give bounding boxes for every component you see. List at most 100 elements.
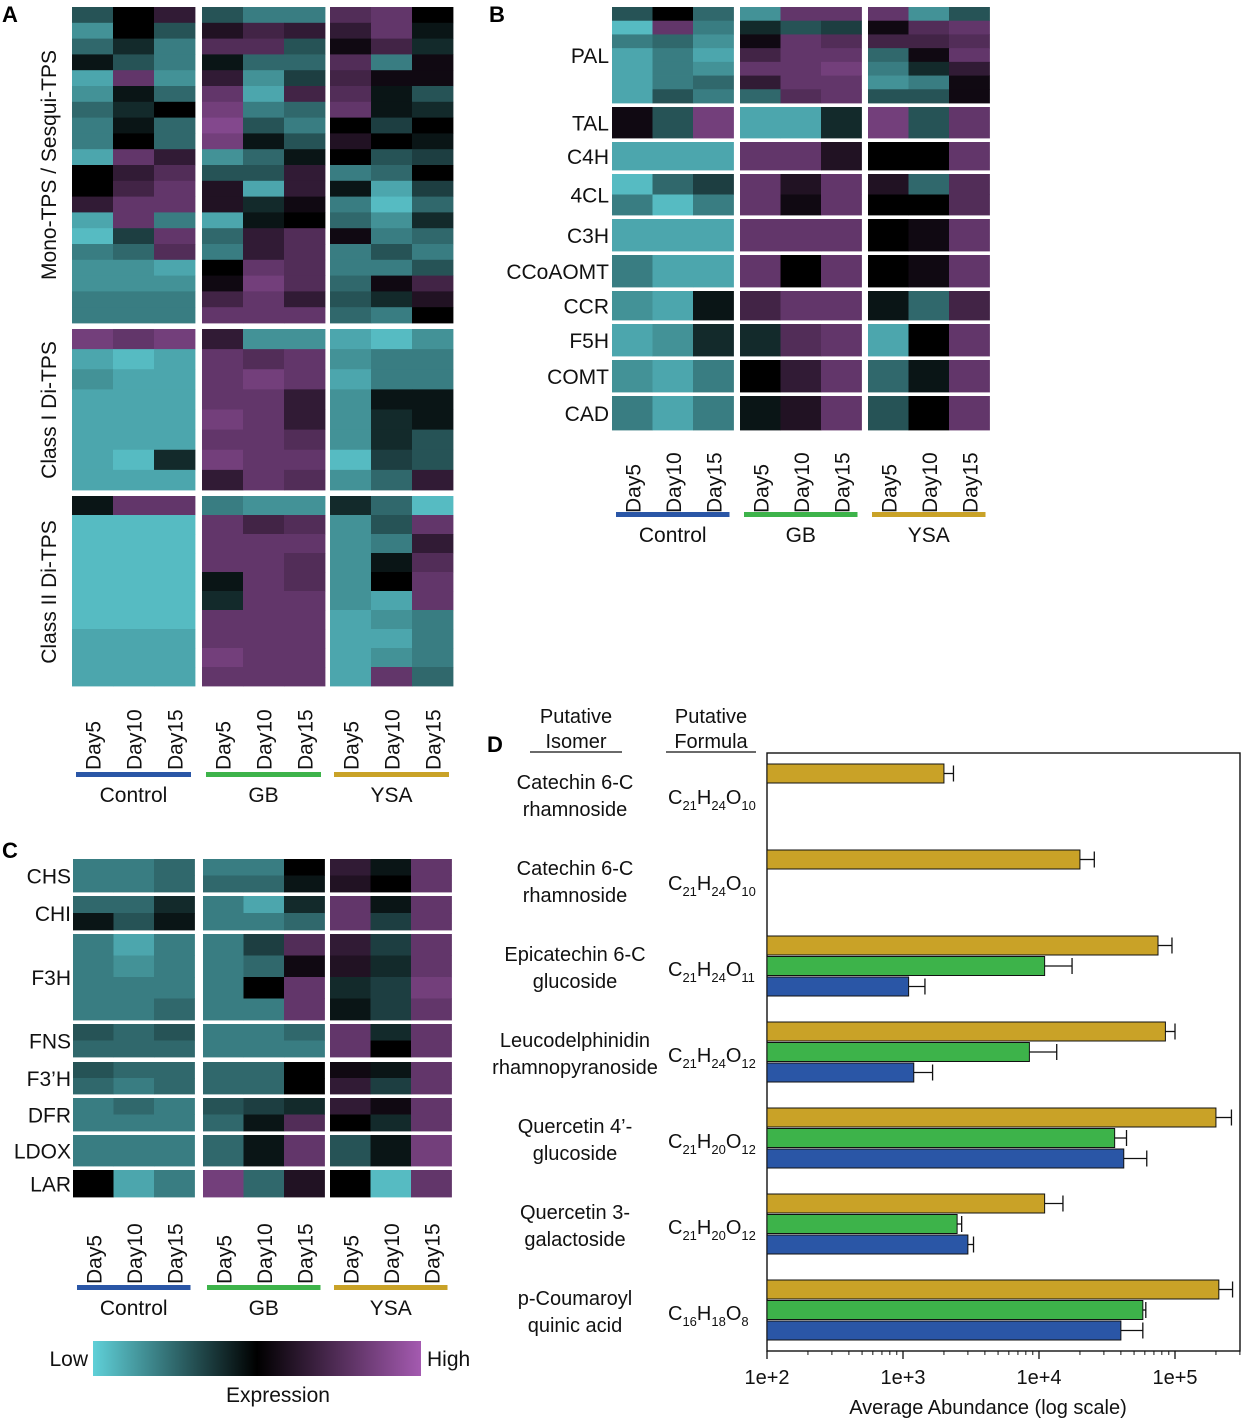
panel-a-cell-class-ii-di-tps-r8-control-day5 — [72, 648, 114, 668]
panel-c-cell-chi-r1-control-day15 — [154, 913, 195, 931]
panel-b-cell-f5h-r0-gb-day15 — [821, 324, 862, 357]
panel-c-group-bar-control — [77, 1285, 191, 1290]
bar-row-2-formula: C21H24O11 — [668, 959, 755, 985]
bar-row-5-isomer-line2: galactoside — [524, 1229, 625, 1251]
panel-a-cell-class-ii-di-tps-r3-ysa-day10 — [371, 553, 413, 573]
panel-c-cell-chi-r0-gb-day5 — [203, 896, 244, 914]
panel-b-cell-pal-r0-ysa-day5 — [868, 7, 909, 22]
panel-a-cell-mono-tps-sesqui-tps-r19-gb-day5 — [202, 307, 244, 324]
panel-a-cell-class-ii-di-tps-r8-gb-day10 — [243, 648, 285, 668]
panel-a-cell-class-ii-di-tps-r8-ysa-day5 — [330, 648, 372, 668]
panel-a-cell-mono-tps-sesqui-tps-r14-control-day10 — [113, 228, 155, 245]
panel-a-cell-class-ii-di-tps-r3-gb-day5 — [202, 553, 244, 573]
panel-b-cell-4cl-r1-gb-day15 — [821, 194, 862, 216]
panel-a-cell-class-ii-di-tps-r0-ysa-day5 — [330, 496, 372, 516]
panel-a-cell-mono-tps-sesqui-tps-r10-control-day5 — [72, 165, 114, 182]
bar-ysa-row-6 — [766, 1279, 1220, 1300]
panel-b-cell-4cl-r0-control-day5 — [612, 174, 653, 195]
panel-c-cell-f3-h-r0-gb-day5 — [203, 1062, 244, 1079]
panel-a-cell-mono-tps-sesqui-tps-r19-control-day5 — [72, 307, 114, 324]
panel-c-cell-chs-r1-ysa-day10 — [370, 875, 412, 893]
panel-b-gene-label-c4h: C4H — [567, 146, 609, 169]
panel-b-cell-ccr-r0-ysa-day10 — [908, 291, 950, 321]
panel-c-cell-chs-r1-gb-day5 — [203, 875, 244, 893]
panel-b-cell-f5h-r0-control-day5 — [612, 324, 653, 357]
bar-row-4-isomer-line1: Quercetin 4’- — [518, 1116, 633, 1138]
panel-a-cell-mono-tps-sesqui-tps-r8-gb-day15 — [284, 133, 326, 150]
panel-c-cell-chi-r0-control-day5 — [73, 896, 114, 914]
panel-c-cell-fns-r1-gb-day10 — [243, 1040, 285, 1058]
panel-a-cell-mono-tps-sesqui-tps-r13-control-day10 — [113, 212, 155, 229]
panel-c-cell-chi-r1-control-day10 — [113, 913, 155, 931]
panel-a-cell-mono-tps-sesqui-tps-r4-ysa-day10 — [371, 70, 413, 87]
panel-b-cell-pal-r2-control-day15 — [693, 34, 734, 49]
panel-a-cell-class-ii-di-tps-r0-ysa-day10 — [371, 496, 413, 516]
panel-a-cell-class-ii-di-tps-r8-control-day10 — [113, 648, 155, 668]
panel-a-cell-class-ii-di-tps-r5-control-day5 — [72, 591, 114, 611]
panel-c-cell-chi-r1-ysa-day5 — [330, 913, 371, 931]
column-header-isomer-line1: Putative — [540, 706, 612, 728]
panel-a-cell-mono-tps-sesqui-tps-r2-control-day15 — [154, 38, 196, 55]
panel-a-cell-mono-tps-sesqui-tps-r10-gb-day15 — [284, 165, 326, 182]
bar-control-row-6 — [766, 1320, 1122, 1341]
panel-c-cell-f3-h-r1-control-day10 — [113, 1078, 155, 1095]
panel-b-cell-pal-r3-ysa-day5 — [868, 48, 909, 63]
panel-a-cell-class-i-di-tps-r5-control-day15 — [154, 429, 196, 451]
panel-a-col-label-ysa-day15: Day15 — [423, 709, 446, 770]
panel-c-cell-f3h-r2-ysa-day15 — [411, 977, 452, 999]
panel-a-cell-mono-tps-sesqui-tps-r18-ysa-day10 — [371, 291, 413, 308]
panel-b-cell-comt-r0-gb-day5 — [740, 360, 781, 393]
panel-a-cell-class-ii-di-tps-r7-control-day5 — [72, 629, 114, 649]
panel-b-cell-c3h-r0-control-day5 — [612, 219, 653, 252]
panel-b-cell-comt-r0-ysa-day5 — [868, 360, 909, 393]
panel-c-col-label-gb-day5: Day5 — [213, 1235, 236, 1284]
bar-row-0-formula: C21H24O10 — [668, 787, 756, 813]
panel-c-cell-f3h-r2-ysa-day5 — [330, 977, 371, 999]
panel-a-cell-class-ii-di-tps-r0-control-day15 — [154, 496, 196, 516]
panel-a-cell-mono-tps-sesqui-tps-r8-ysa-day15 — [412, 133, 454, 150]
panel-c-cell-f3h-r1-control-day5 — [73, 955, 114, 978]
panel-b-cell-pal-r0-ysa-day10 — [908, 7, 950, 22]
panel-a-cell-mono-tps-sesqui-tps-r4-ysa-day15 — [412, 70, 454, 87]
panel-a-cell-class-i-di-tps-r1-ysa-day5 — [330, 349, 372, 370]
panel-a-cell-class-i-di-tps-r5-gb-day10 — [243, 429, 285, 451]
panel-a-cell-class-i-di-tps-r1-control-day15 — [154, 349, 196, 370]
panel-a-cell-mono-tps-sesqui-tps-r13-gb-day15 — [284, 212, 326, 229]
panel-a-cell-mono-tps-sesqui-tps-r17-control-day10 — [113, 275, 155, 292]
panel-c-cell-f3h-r1-ysa-day5 — [330, 955, 371, 978]
panel-a-cell-class-i-di-tps-r7-control-day15 — [154, 469, 196, 491]
panel-a-cell-class-i-di-tps-r2-ysa-day5 — [330, 369, 372, 390]
panel-b-cell-c3h-r0-control-day15 — [693, 219, 734, 252]
panel-a-cell-mono-tps-sesqui-tps-r12-control-day10 — [113, 196, 155, 213]
panel-a-cell-mono-tps-sesqui-tps-r9-control-day10 — [113, 149, 155, 166]
panel-b-cell-tal-r0-control-day15 — [693, 107, 734, 139]
panel-a-cell-mono-tps-sesqui-tps-r4-ysa-day5 — [330, 70, 372, 87]
panel-c-cell-chs-r0-control-day10 — [113, 859, 155, 876]
panel-b-cell-ccr-r0-ysa-day5 — [868, 291, 909, 321]
panel-a-cell-mono-tps-sesqui-tps-r8-control-day5 — [72, 133, 114, 150]
panel-b-cell-ccr-r0-gb-day5 — [740, 291, 781, 321]
panel-a-cell-class-ii-di-tps-r7-gb-day5 — [202, 629, 244, 649]
panel-b-cell-pal-r2-ysa-day15 — [949, 34, 990, 49]
panel-b-cell-comt-r0-control-day15 — [693, 360, 734, 393]
panel-a-cell-mono-tps-sesqui-tps-r7-gb-day10 — [243, 117, 285, 134]
panel-a-cell-class-ii-di-tps-r1-gb-day5 — [202, 515, 244, 535]
bar-ysa-row-0 — [766, 763, 945, 784]
panel-a-cell-class-ii-di-tps-r4-control-day10 — [113, 572, 155, 592]
panel-a-cell-class-ii-di-tps-r5-gb-day10 — [243, 591, 285, 611]
panel-b-cell-pal-r3-gb-day15 — [821, 48, 862, 63]
panel-b-cell-pal-r5-control-day5 — [612, 75, 653, 90]
panel-a-cell-class-i-di-tps-r1-ysa-day15 — [412, 349, 454, 370]
panel-b-cell-c4h-r0-control-day15 — [693, 142, 734, 171]
panel-a-cell-mono-tps-sesqui-tps-r2-gb-day5 — [202, 38, 244, 55]
panel-c-cell-lar-r0-control-day5 — [73, 1170, 114, 1198]
panel-a-cell-mono-tps-sesqui-tps-r14-ysa-day15 — [412, 228, 454, 245]
panel-b-cell-comt-r0-gb-day15 — [821, 360, 862, 393]
panel-c-cell-chs-r0-control-day15 — [154, 859, 195, 876]
column-header-isomer-line2: Isomer — [545, 731, 606, 753]
bar-control-row-5 — [766, 1234, 969, 1255]
panel-c-col-label-ysa-day10: Day10 — [381, 1223, 404, 1284]
panel-b-cell-c4h-r0-gb-day5 — [740, 142, 781, 171]
panel-b-cell-pal-r6-ysa-day10 — [908, 89, 950, 104]
